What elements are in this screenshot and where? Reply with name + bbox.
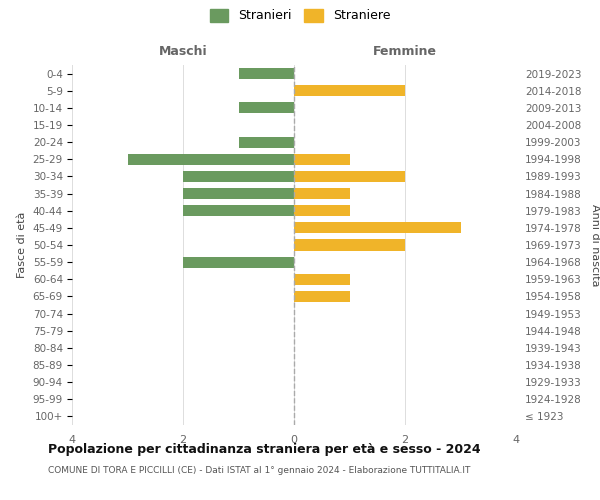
Bar	[294, 171, 405, 182]
Bar	[294, 222, 461, 234]
Text: COMUNE DI TORA E PICCILLI (CE) - Dati ISTAT al 1° gennaio 2024 - Elaborazione TU: COMUNE DI TORA E PICCILLI (CE) - Dati IS…	[48, 466, 470, 475]
Text: Femmine: Femmine	[373, 45, 437, 58]
Bar	[183, 256, 294, 268]
Bar	[239, 136, 294, 147]
Bar	[294, 291, 350, 302]
Text: Popolazione per cittadinanza straniera per età e sesso - 2024: Popolazione per cittadinanza straniera p…	[48, 442, 481, 456]
Bar	[183, 188, 294, 199]
Bar	[183, 171, 294, 182]
Bar	[128, 154, 294, 165]
Y-axis label: Fasce di età: Fasce di età	[17, 212, 27, 278]
Bar	[294, 154, 350, 165]
Bar	[294, 85, 405, 96]
Bar	[294, 205, 350, 216]
Bar	[294, 274, 350, 285]
Bar	[183, 205, 294, 216]
Bar	[239, 102, 294, 114]
Bar	[294, 240, 405, 250]
Bar	[239, 68, 294, 79]
Y-axis label: Anni di nascita: Anni di nascita	[590, 204, 600, 286]
Bar	[294, 188, 350, 199]
Legend: Stranieri, Straniere: Stranieri, Straniere	[209, 8, 391, 22]
Text: Maschi: Maschi	[158, 45, 208, 58]
